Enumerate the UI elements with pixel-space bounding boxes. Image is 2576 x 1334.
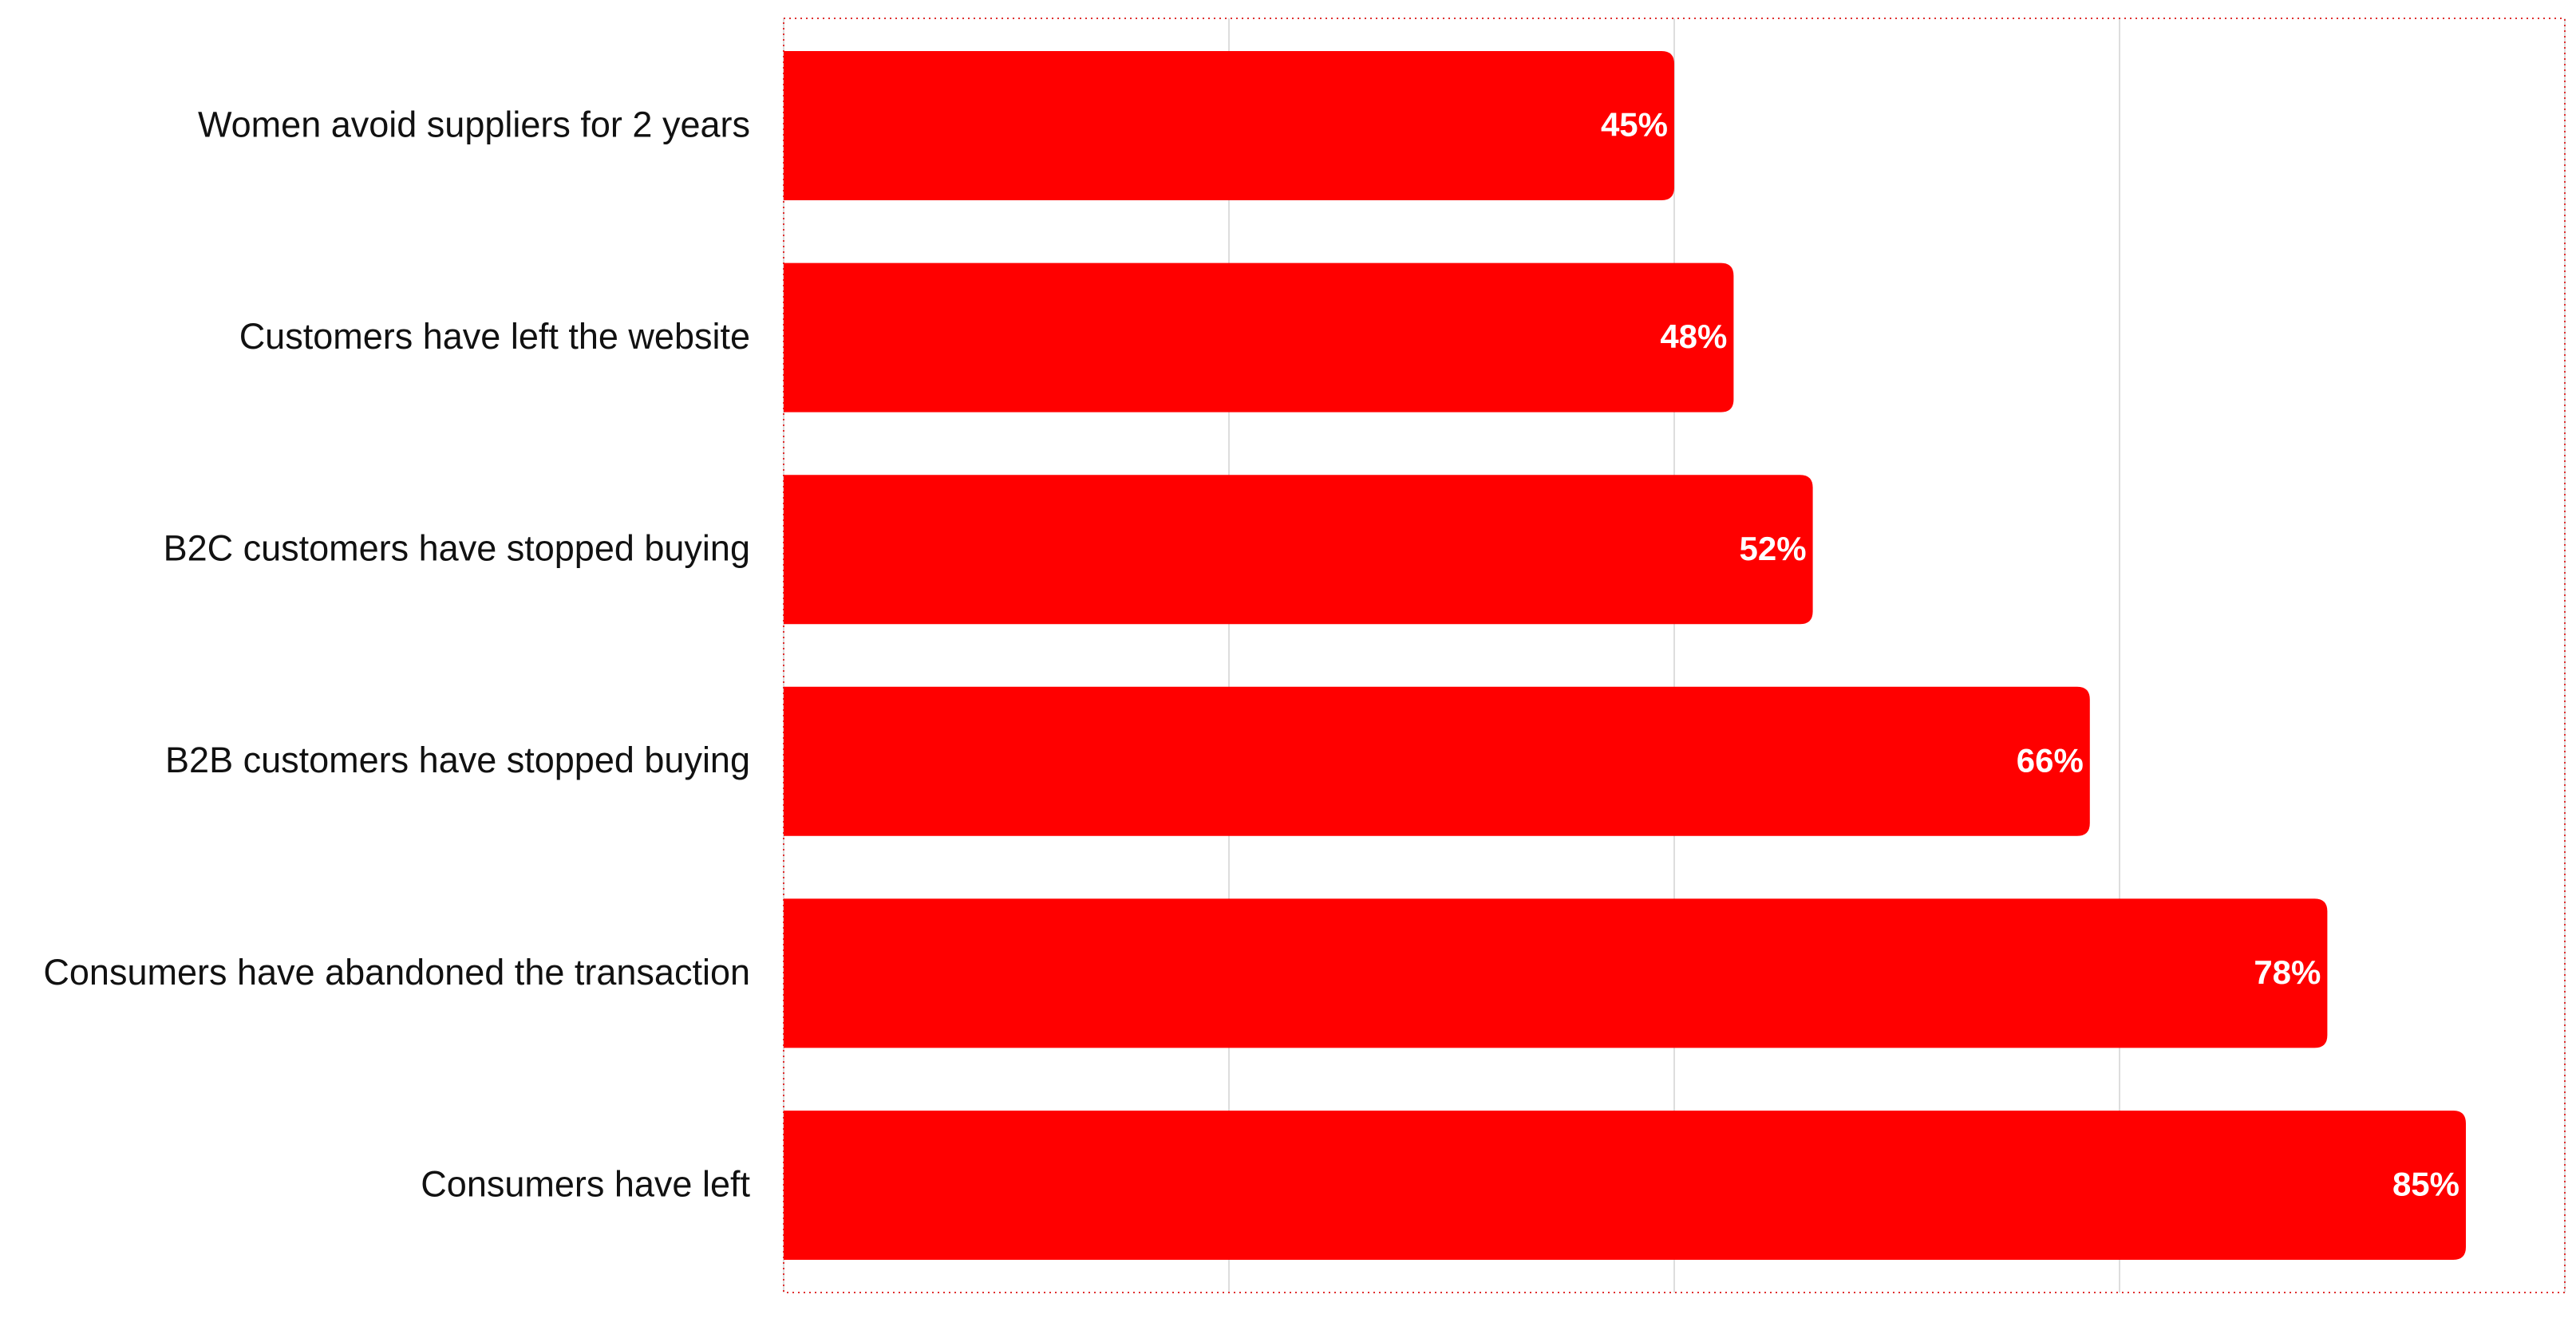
category-label: Customers have left the website	[239, 316, 750, 357]
bar	[784, 1111, 2466, 1260]
bar	[784, 51, 1674, 200]
category-label: Women avoid suppliers for 2 years	[198, 104, 750, 144]
bar	[784, 262, 1734, 412]
bar	[784, 475, 1813, 625]
value-label: 66%	[2017, 741, 2084, 779]
value-label: 45%	[1601, 106, 1668, 144]
category-label: B2B customers have stopped buying	[165, 740, 750, 780]
bar	[784, 686, 2090, 836]
value-label: 78%	[2254, 953, 2321, 991]
category-label: Consumers have abandoned the transaction	[43, 952, 750, 993]
bar	[784, 898, 2328, 1048]
value-label: 85%	[2392, 1166, 2459, 1203]
value-label: 52%	[1740, 530, 1807, 567]
value-label: 48%	[1660, 318, 1727, 355]
category-label: B2C customers have stopped buying	[164, 528, 750, 569]
category-label: Consumers have left	[421, 1163, 750, 1204]
